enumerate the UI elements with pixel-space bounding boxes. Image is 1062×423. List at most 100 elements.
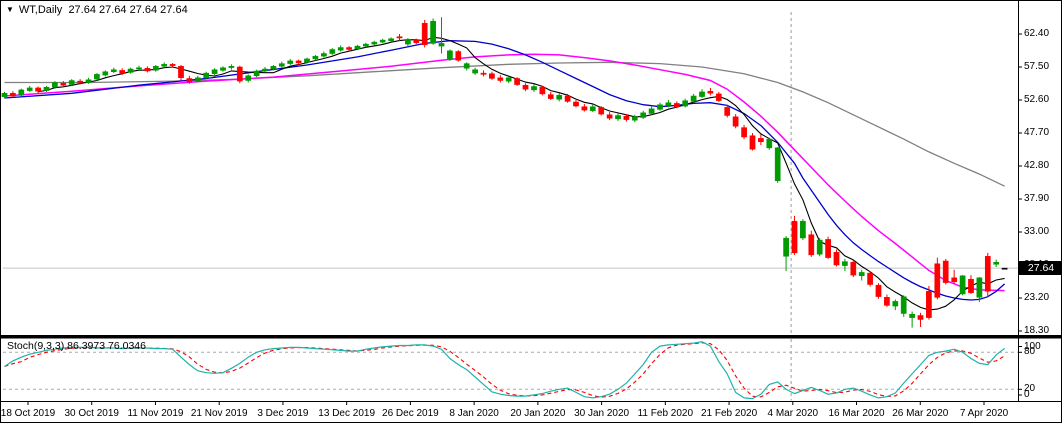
candle-down	[942, 258, 949, 285]
candle-up	[194, 75, 201, 83]
candle-down	[758, 134, 764, 146]
candle-up	[631, 114, 638, 123]
candle-down	[77, 79, 83, 85]
candle-up	[304, 57, 310, 64]
candle-up	[26, 85, 33, 92]
candle-up	[858, 269, 865, 281]
candle-up	[203, 71, 210, 80]
candle-up	[363, 42, 369, 48]
candle-down	[707, 87, 714, 96]
candle-down	[169, 63, 176, 68]
candle-up	[102, 70, 109, 77]
stoch-name: Stoch(9,3,3)	[7, 340, 65, 352]
candle-up	[959, 275, 966, 296]
candle-down	[489, 71, 495, 80]
panel-separator[interactable]	[1, 335, 1062, 339]
candle-up	[615, 113, 621, 121]
candle-down	[480, 70, 487, 77]
candle-up	[287, 58, 294, 65]
candle-down	[884, 294, 890, 307]
candle-up	[211, 68, 218, 76]
candle-down	[1001, 267, 1008, 270]
stoch-indicator-label: Stoch(9,3,3) 86.3973 76.0346	[7, 340, 146, 352]
candle-down	[539, 85, 546, 96]
candle-up	[531, 84, 537, 92]
candle-up	[245, 74, 252, 83]
candle-up	[657, 102, 663, 111]
candle-down	[186, 75, 193, 84]
candle-up	[127, 67, 134, 74]
candle-up	[388, 37, 394, 43]
candle-up	[379, 38, 386, 44]
candle-up	[842, 258, 848, 272]
candle-up	[690, 93, 697, 103]
candle-up	[430, 18, 436, 45]
symbol-label: WT,Daily	[18, 4, 63, 16]
candle-up	[556, 93, 563, 102]
candle-down	[119, 68, 126, 76]
candle-up	[976, 277, 983, 303]
candle-up	[18, 88, 25, 96]
candle-up	[371, 40, 378, 46]
ma-slowest-gray	[4, 61, 1005, 187]
symbol-ohlc-header: ▼ WT,Daily 27.64 27.64 27.64 27.64	[6, 4, 188, 16]
candle-down	[926, 285, 932, 320]
candle-down	[547, 91, 554, 100]
candle-down	[144, 66, 151, 73]
candle-up	[472, 67, 478, 76]
candle-up	[321, 51, 327, 58]
candle-up	[463, 62, 470, 71]
candle-down	[413, 38, 420, 45]
candle-up	[699, 89, 705, 98]
candle-down	[564, 93, 571, 103]
candle-down	[673, 101, 680, 109]
candle-up	[220, 66, 226, 72]
candle-down	[236, 65, 243, 84]
candle-down	[791, 215, 798, 255]
candle-down	[825, 236, 831, 259]
candle-up	[665, 100, 672, 108]
candle-down	[724, 104, 731, 118]
candle-down	[606, 112, 613, 121]
candle-up	[278, 61, 285, 68]
candle-down	[10, 91, 16, 98]
candle-up	[228, 64, 235, 70]
candle-up	[774, 147, 781, 183]
candle-up	[682, 98, 689, 108]
candle-down	[715, 91, 722, 102]
candle-down	[421, 19, 428, 48]
candle-up	[68, 79, 75, 86]
candle-down	[934, 257, 941, 300]
candle-down	[867, 271, 873, 287]
candle-down	[581, 104, 588, 112]
candle-down	[514, 77, 520, 86]
candle-down	[60, 81, 67, 88]
candle-down	[178, 65, 184, 81]
candle-up	[816, 238, 823, 257]
candle-down	[295, 59, 302, 65]
candle-up	[589, 104, 596, 113]
candle-down	[749, 133, 756, 151]
candle-up	[447, 49, 453, 61]
candle-down	[732, 114, 739, 129]
candle-up	[262, 67, 268, 73]
candle-up	[783, 236, 789, 272]
candle-up	[329, 48, 336, 55]
stoch-k-value: 86.3973	[67, 340, 106, 352]
candle-up	[993, 259, 1000, 267]
stoch-d-value: 76.0346	[108, 340, 146, 352]
candle-down	[984, 252, 991, 297]
candle-up	[152, 65, 159, 72]
stoch-k-line	[4, 341, 1005, 400]
candle-up	[438, 17, 445, 54]
candle-down	[968, 275, 974, 294]
candle-down	[573, 100, 579, 108]
candle-up	[505, 76, 512, 84]
ma-fast-black	[38, 36, 1005, 311]
candle-up	[270, 65, 277, 71]
dropdown-triangle-icon[interactable]: ▼	[6, 5, 14, 14]
candle-up	[52, 81, 58, 89]
candle-up	[1, 91, 8, 98]
